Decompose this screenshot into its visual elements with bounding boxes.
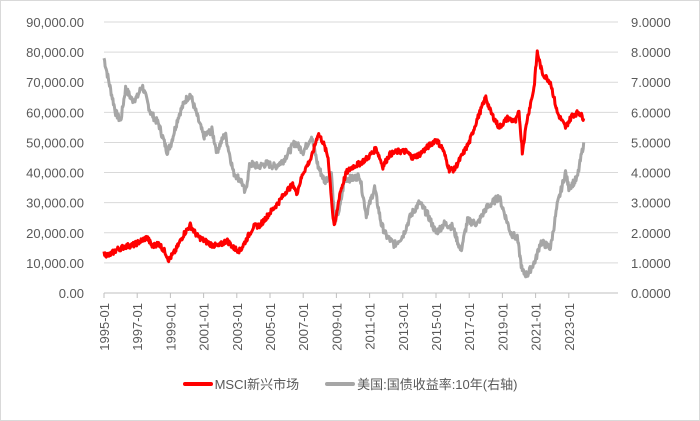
- x-tick-label: 2011-01: [363, 303, 378, 350]
- legend-item-us-10y[interactable]: 美国:国债收益率:10年(右轴): [325, 374, 517, 393]
- right-tick-label: 2.0000: [631, 226, 671, 241]
- right-tick-label: 5.0000: [631, 135, 671, 150]
- x-tick-label: 2003-01: [230, 303, 245, 351]
- right-tick-label: 9.0000: [631, 15, 671, 30]
- x-tick-label: 2005-01: [263, 303, 278, 351]
- x-tick-label: 2021-01: [529, 303, 544, 351]
- x-tick-label: 2017-01: [462, 303, 477, 351]
- left-axis-ticks: 0.00 10,000.00 20,000.00 30,000.00 40,000.00…: [26, 15, 84, 301]
- legend-swatch-gray-icon: [325, 381, 356, 386]
- left-tick-label: 50,000.00: [26, 135, 84, 150]
- legend-swatch-red-icon: [182, 381, 213, 386]
- right-tick-label: 1.0000: [631, 256, 671, 271]
- right-tick-label: 4.0000: [631, 166, 671, 181]
- x-tick-label: 2007-01: [296, 303, 311, 351]
- gridlines: [104, 21, 618, 264]
- legend: MSCI新兴市场 美国:国债收益率:10年(右轴): [0, 374, 700, 393]
- right-tick-label: 3.0000: [631, 196, 671, 211]
- left-tick-label: 30,000.00: [26, 196, 84, 211]
- left-tick-label: 70,000.00: [26, 75, 84, 90]
- x-tick-label: 1997-01: [130, 303, 145, 351]
- right-axis-ticks: 0.0000 1.0000 2.0000 3.0000 4.0000 5.0000 6.00…: [631, 15, 671, 301]
- right-tick-label: 7.0000: [631, 75, 671, 90]
- x-tick-label: 2001-01: [197, 303, 212, 351]
- left-tick-label: 10,000.00: [26, 256, 84, 271]
- x-tick-label: 2023-01: [562, 303, 577, 351]
- legend-label: MSCI新兴市场: [214, 377, 300, 392]
- x-tick-label: 2015-01: [429, 303, 444, 351]
- msci-em-line: [102, 49, 586, 264]
- x-axis: 1995-01 1997-01 1999-01 2001-01 2003-01 2005-…: [97, 292, 618, 351]
- right-tick-label: 6.0000: [631, 105, 671, 120]
- x-tick-label: 2019-01: [495, 303, 510, 351]
- x-tick-label: 1995-01: [97, 303, 112, 351]
- right-tick-label: 8.0000: [631, 45, 671, 60]
- legend-item-msci[interactable]: MSCI新兴市场: [182, 374, 300, 393]
- left-tick-label: 60,000.00: [26, 105, 84, 120]
- left-tick-label: 80,000.00: [26, 45, 84, 60]
- x-tick-label: 1999-01: [163, 303, 178, 351]
- left-tick-label: 20,000.00: [26, 226, 84, 241]
- legend-label: 美国:国债收益率:10年(右轴): [357, 377, 518, 392]
- left-tick-label: 90,000.00: [26, 15, 84, 30]
- right-tick-label: 0.0000: [631, 286, 671, 301]
- us-10y-yield-line: [102, 57, 586, 279]
- x-tick-label: 2009-01: [329, 303, 344, 351]
- x-tick-label: 2013-01: [396, 303, 411, 351]
- series-lines: [102, 49, 586, 279]
- left-tick-label: 0.00: [59, 286, 84, 301]
- left-tick-label: 40,000.00: [26, 166, 84, 181]
